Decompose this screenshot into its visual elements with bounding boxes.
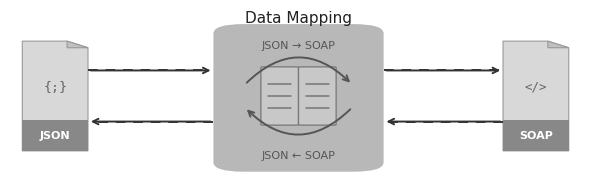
Text: JSON ← SOAP: JSON ← SOAP (262, 151, 335, 161)
Text: Data Mapping: Data Mapping (245, 11, 352, 26)
Text: SOAP: SOAP (519, 131, 553, 141)
FancyBboxPatch shape (214, 24, 383, 172)
Polygon shape (22, 120, 88, 151)
Polygon shape (503, 120, 569, 151)
FancyBboxPatch shape (261, 67, 299, 125)
Polygon shape (503, 41, 569, 151)
FancyBboxPatch shape (299, 67, 336, 125)
Polygon shape (67, 41, 88, 48)
Polygon shape (548, 41, 569, 48)
Polygon shape (22, 41, 88, 151)
Text: JSON → SOAP: JSON → SOAP (262, 41, 335, 51)
Text: JSON: JSON (40, 131, 70, 141)
Text: </>: </> (524, 81, 547, 94)
Text: {;}: {;} (43, 81, 67, 94)
